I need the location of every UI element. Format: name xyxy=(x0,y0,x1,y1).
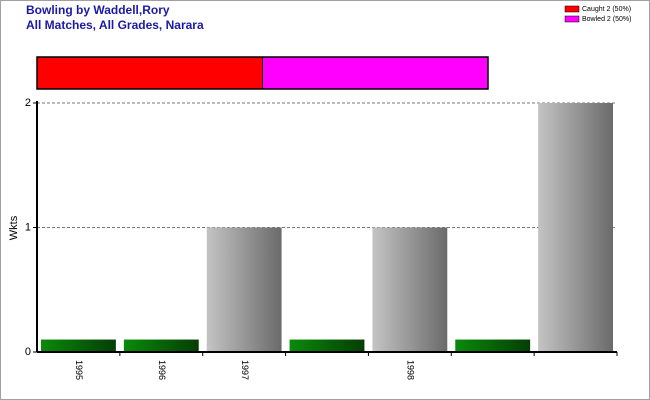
legend-swatch xyxy=(564,15,580,23)
bar xyxy=(538,103,613,352)
chart-subtitle: All Matches, All Grades, Narara xyxy=(26,18,204,32)
bar xyxy=(289,339,365,352)
y-axis-label: Wkts xyxy=(8,215,20,240)
proportion-segment xyxy=(36,56,263,90)
proportion-frame xyxy=(36,56,489,90)
legend-swatch xyxy=(564,5,580,13)
bar xyxy=(123,339,199,352)
y-tick-label: 2 xyxy=(25,97,31,109)
x-tick-label: 1996 xyxy=(157,360,167,380)
bar xyxy=(372,227,448,352)
bar xyxy=(455,339,531,352)
proportion-segment xyxy=(262,56,489,90)
x-tick-label: 1997 xyxy=(240,360,250,380)
x-tick-label: 1998 xyxy=(405,360,415,380)
y-tick-label: 1 xyxy=(25,221,31,233)
legend-label: Bowled 2 (50%) xyxy=(582,16,631,23)
bar xyxy=(41,339,116,352)
legend-label: Caught 2 (50%) xyxy=(582,6,631,13)
y-tick-label: 0 xyxy=(25,346,31,358)
chart-title: Bowling by Waddell,Rory xyxy=(26,3,170,17)
bar xyxy=(206,227,282,352)
x-tick-label: 1995 xyxy=(74,360,84,380)
